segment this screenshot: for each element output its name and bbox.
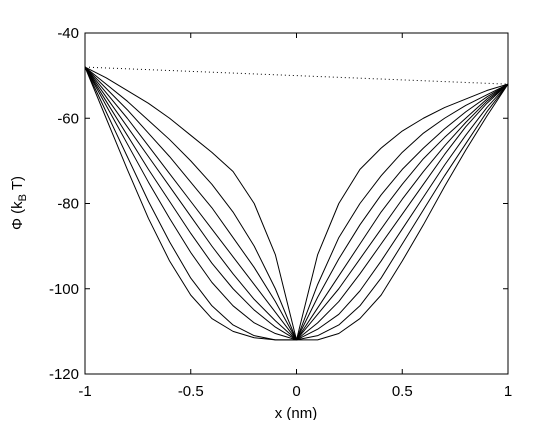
plot-area-frame	[84, 32, 509, 375]
y-axis-label: Φ (kB T)	[9, 176, 29, 230]
y-tick-label: -100	[49, 281, 79, 298]
x-tick-label: -0.5	[178, 383, 204, 400]
y-tick-label: -60	[57, 110, 79, 127]
y-axis-label-prefix: Φ (k	[9, 201, 26, 230]
x-tick-label: 0	[292, 383, 300, 400]
x-tick-label: 0.5	[392, 383, 413, 400]
y-axis-label-suffix: T)	[9, 176, 26, 194]
x-tick-label: -1	[78, 383, 91, 400]
y-axis-label-subscript: B	[17, 194, 29, 201]
tick-layer: -1 -0.5 0 0.5 1 -40 -60 -80 -100 -120	[49, 25, 512, 400]
series-line-9	[84, 66, 509, 341]
series-line-0	[84, 66, 509, 85]
x-tick-label: 1	[504, 383, 512, 400]
y-tick-label: -40	[57, 25, 79, 42]
series-layer	[84, 66, 509, 341]
y-tick-label: -80	[57, 196, 79, 213]
x-axis-label: x (nm)	[275, 405, 318, 420]
series-line-1	[84, 66, 509, 341]
y-tick-label: -120	[49, 366, 79, 383]
